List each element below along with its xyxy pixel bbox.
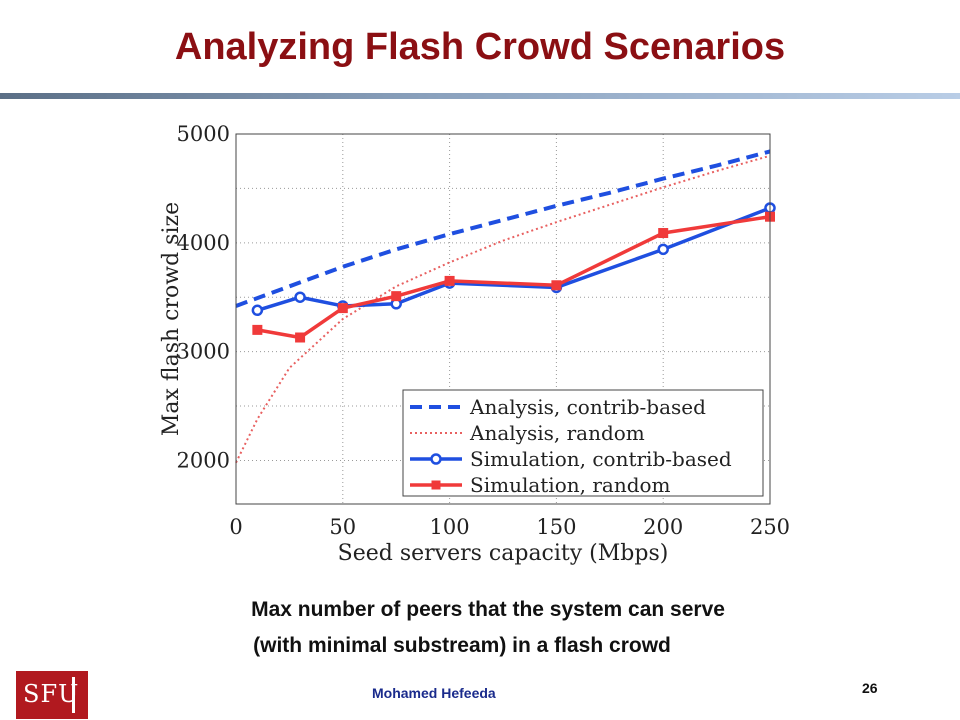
series-line-3 — [257, 214, 771, 340]
series-0 — [235, 149, 771, 308]
legend-label-0: Analysis, contrib-based — [469, 395, 706, 419]
legend-box — [402, 389, 764, 497]
logo-text: SFU — [23, 680, 80, 708]
point-3-1 — [295, 332, 306, 343]
point-3-4 — [444, 275, 455, 286]
point-2-6 — [657, 243, 669, 256]
title-underline-bar — [0, 93, 960, 99]
y-tick-label-0: 2000 — [177, 448, 230, 472]
flash-crowd-chart: 0 50 100 150 200 250 2000 3000 4000 5000 Seed ser… — [159, 122, 791, 566]
legend-label-3: Simulation, random — [470, 473, 671, 497]
series-line-0 — [235, 149, 771, 308]
legend-label-1: Analysis, random — [469, 421, 645, 445]
legend-label-2: Simulation, contrib-based — [470, 447, 732, 471]
logo-bar — [72, 677, 75, 713]
x-axis-label: Seed servers capacity (Mbps) — [338, 541, 669, 566]
point-3-6 — [658, 228, 669, 239]
point-2-1 — [294, 291, 306, 303]
caption-line-2: (with minimal substream) in a flash crow… — [253, 634, 671, 657]
y-tick-label-1: 3000 — [177, 340, 230, 364]
tick-labels: 0 50 100 150 200 250 2000 3000 4000 5000 — [177, 122, 791, 539]
caption-line-1: Max number of peers that the system can … — [251, 598, 725, 621]
point-2-0 — [251, 304, 264, 317]
series-line-1 — [235, 154, 771, 464]
series-1 — [235, 154, 771, 464]
plot-frame — [235, 133, 771, 505]
series-line-2 — [256, 206, 771, 312]
point-3-2 — [337, 303, 348, 314]
x-tick-label-4: 200 — [643, 515, 683, 539]
x-tick-label-1: 50 — [329, 515, 356, 539]
point-3-3 — [391, 291, 402, 302]
page-number: 26 — [862, 680, 878, 696]
sfu-logo: SFU — [16, 671, 88, 719]
y-tick-label-2: 4000 — [177, 231, 230, 255]
x-tick-label-0: 0 — [229, 515, 242, 539]
y-tick-label-3: 5000 — [177, 122, 230, 146]
point-3-0 — [252, 324, 263, 335]
author-name: Mohamed Hefeeda — [372, 685, 496, 701]
legend-marker-3 — [431, 480, 441, 490]
y-axis-label: Max flash crowd size — [159, 202, 184, 436]
x-tick-label-2: 100 — [430, 515, 470, 539]
point-3-5 — [551, 280, 562, 291]
x-tick-label-3: 150 — [536, 515, 576, 539]
series-layer — [235, 149, 776, 464]
x-tick-label-5: 250 — [750, 515, 790, 539]
legend-marker-2 — [430, 453, 442, 465]
slide-title: Analyzing Flash Crowd Scenarios — [174, 26, 786, 68]
